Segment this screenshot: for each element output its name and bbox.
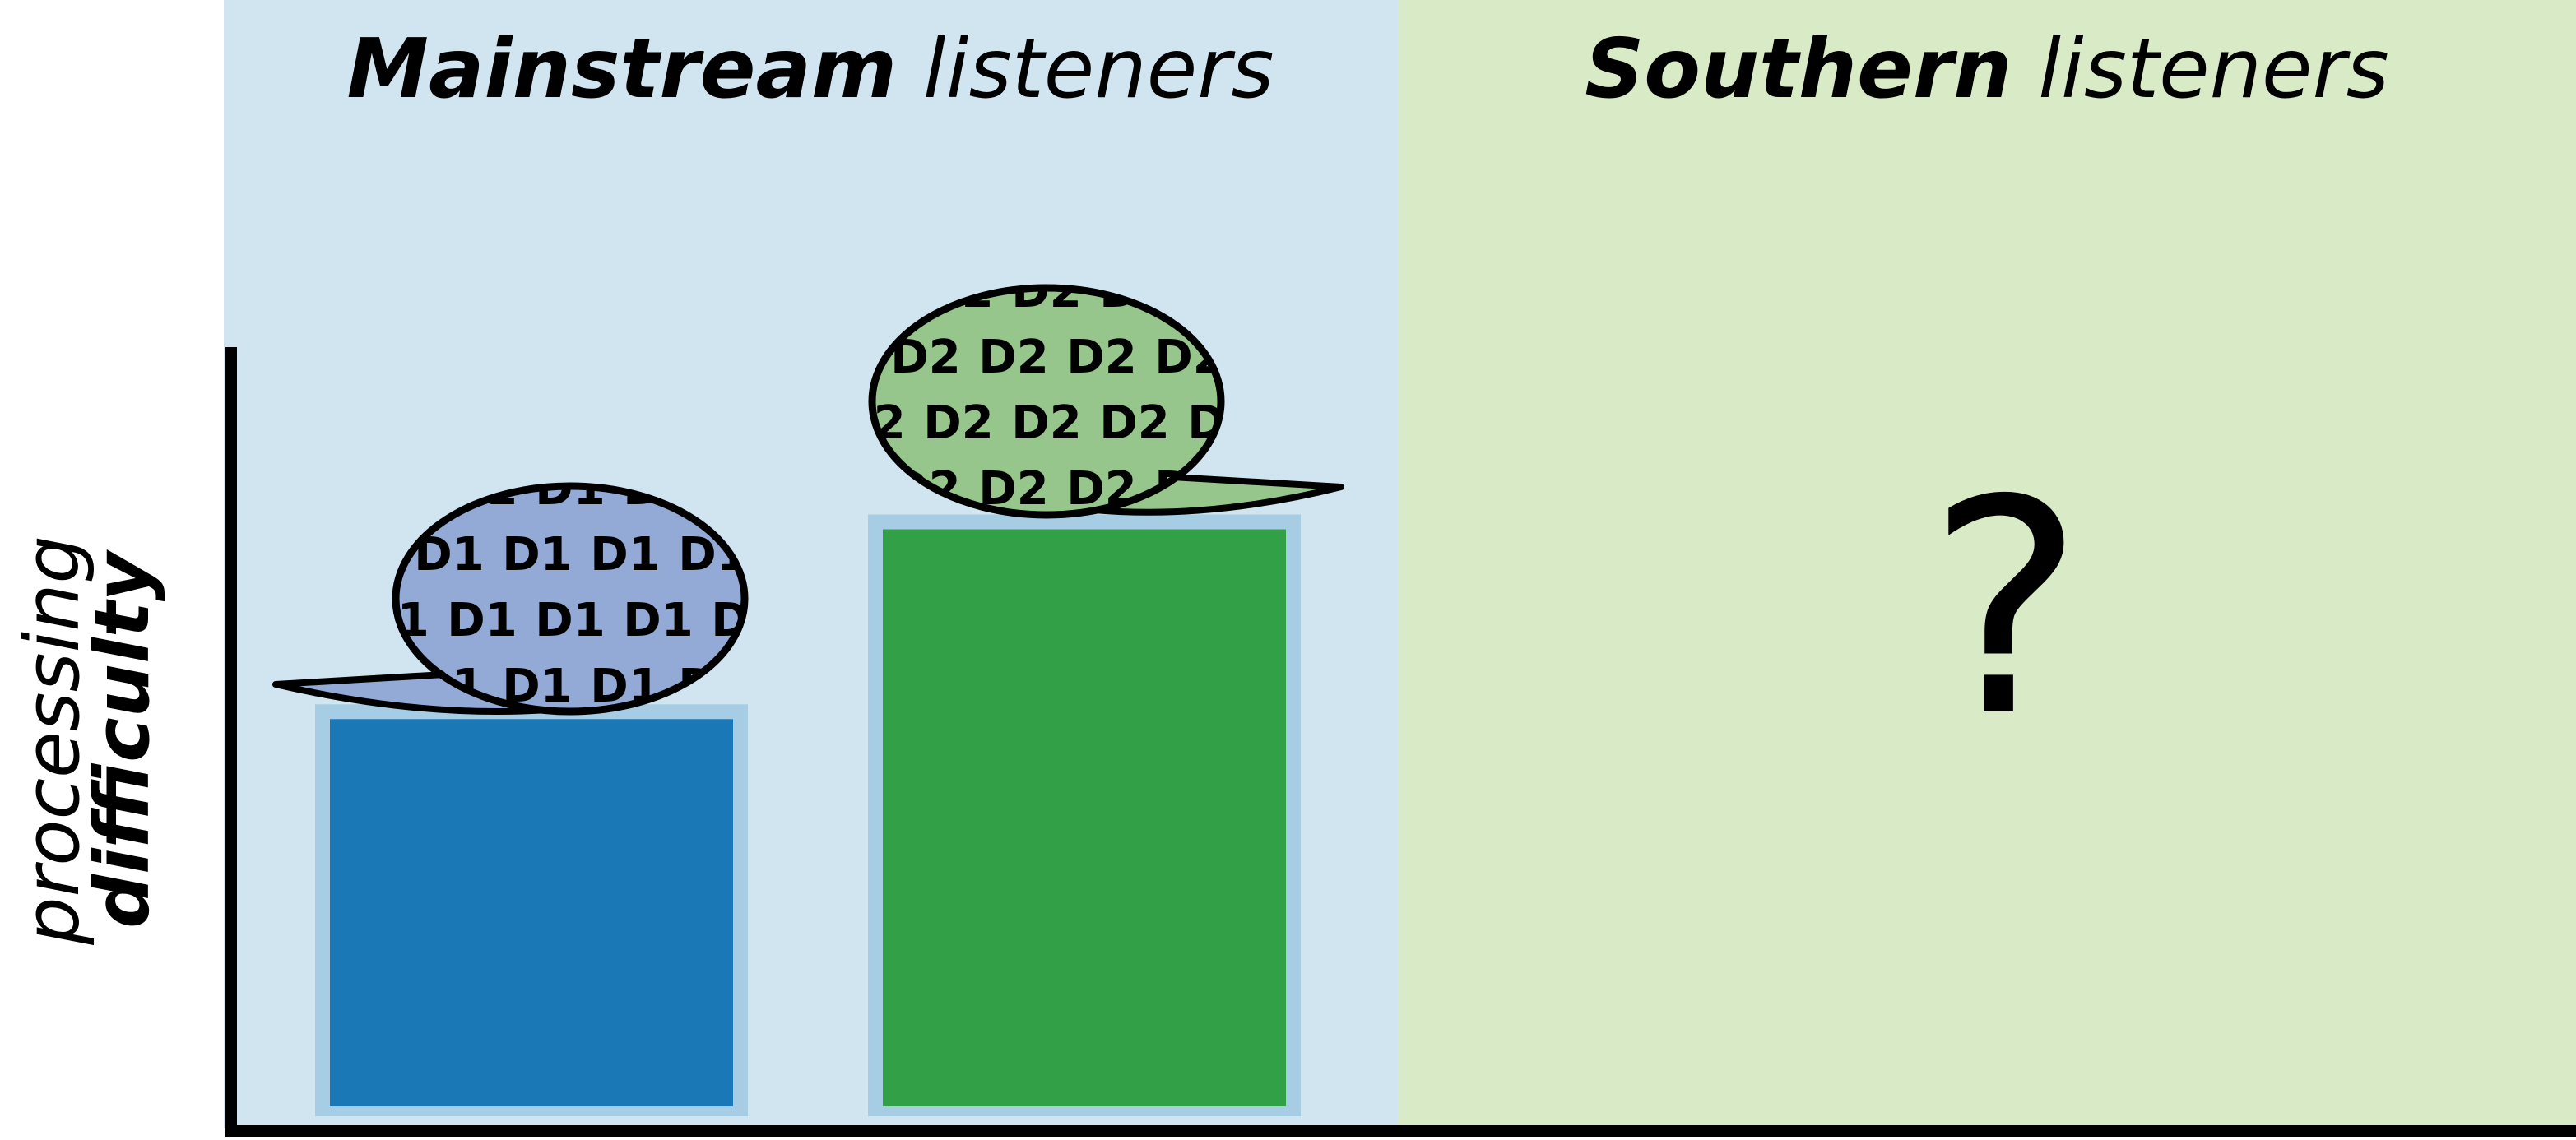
bubble-label-d2: D2: [1066, 331, 1136, 384]
speech-bubble-d2: D2D2D2D2D2D2D2D2D2D2D2D2D2D2D2D2D2D2D2D2…: [868, 265, 1344, 519]
bubble-label-d2: D2: [978, 331, 1048, 384]
bars: [315, 514, 1301, 1116]
y-axis-label-difficulty: difficulty: [78, 549, 166, 929]
bubble-label-d1: D1: [590, 528, 660, 582]
bubble-label-d2: D2: [1099, 396, 1169, 450]
bubble-label-d1: D1: [623, 594, 693, 647]
panel-title-southern-rest: listeners: [2012, 21, 2388, 117]
panel-title-mainstream-rest: listeners: [897, 21, 1274, 117]
speech-bubble-d1-outline: [392, 482, 749, 716]
bubble-label-d2: D2: [1011, 396, 1081, 450]
y-axis-label: processing difficulty: [8, 535, 166, 946]
panel-title-mainstream: Mainstream listeners: [347, 21, 1274, 117]
bar-d2: [883, 529, 1286, 1106]
speech-bubble-d2-body: [872, 288, 1221, 515]
panel-title-mainstream-bold: Mainstream: [347, 21, 898, 117]
southern-placeholder-question-mark: ?: [1927, 437, 2084, 781]
bubble-label-d2: D2: [1011, 265, 1081, 318]
speech-bubble-d1-body: [396, 486, 745, 711]
bubble-label-d1: D1: [535, 462, 605, 516]
speech-bubble-d1: D1D1D1D1D1D1D1D1D1D1D1D1D1D1D1D1D1D1D1D1…: [272, 462, 749, 716]
bubble-label-d1: D1: [502, 528, 572, 582]
y-axis-label-processing: processing: [8, 535, 96, 946]
speech-bubble-d2-outline: [868, 284, 1225, 519]
panel-southern: [1398, 0, 2576, 1128]
bubble-label-d2: D2: [923, 396, 993, 450]
panel-title-southern-bold: Southern: [1585, 21, 2012, 117]
bubble-label-d1: D1: [447, 594, 517, 647]
panel-title-southern: Southern listeners: [1585, 21, 2389, 117]
bar-d1: [330, 719, 733, 1106]
bubble-label-d1: D1: [535, 594, 605, 647]
